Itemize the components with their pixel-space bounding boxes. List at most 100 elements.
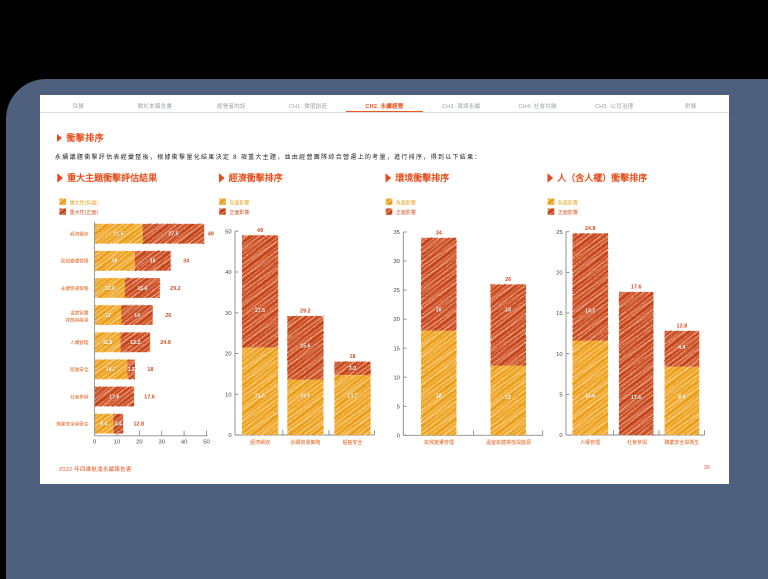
svg-text:24.8: 24.8	[160, 340, 171, 346]
svg-text:15: 15	[393, 346, 399, 352]
svg-text:18: 18	[147, 367, 153, 373]
svg-text:29.2: 29.2	[300, 309, 311, 315]
svg-text:34: 34	[436, 230, 443, 236]
svg-text:15.6: 15.6	[138, 286, 148, 292]
svg-text:重大性(負面): 重大性(負面)	[70, 199, 99, 206]
svg-text:15.6: 15.6	[137, 286, 147, 292]
svg-text:14: 14	[135, 313, 141, 319]
svg-text:17.6: 17.6	[144, 394, 155, 400]
svg-text:24.8: 24.8	[585, 226, 596, 232]
svg-text:14.7: 14.7	[347, 394, 357, 400]
svg-text:18: 18	[349, 354, 355, 360]
svg-text:3.3: 3.3	[128, 367, 135, 373]
svg-text:溫室氣體排放與能源: 溫室氣體排放與能源	[486, 439, 531, 446]
svg-text:船舶安全: 船舶安全	[70, 366, 89, 373]
svg-text:13.6: 13.6	[300, 394, 310, 400]
svg-text:5: 5	[559, 393, 562, 399]
svg-text:18: 18	[112, 259, 118, 265]
svg-text:15: 15	[556, 311, 562, 317]
svg-text:11.6: 11.6	[103, 340, 113, 346]
svg-text:12: 12	[105, 313, 111, 319]
svg-text:25: 25	[393, 288, 399, 294]
svg-text:社會參與: 社會參與	[70, 393, 89, 400]
svg-text:正面影響: 正面影響	[558, 209, 578, 216]
svg-text:負面影響: 負面影響	[396, 199, 416, 206]
svg-text:10: 10	[114, 440, 120, 446]
svg-text:18: 18	[436, 394, 442, 400]
svg-text:30: 30	[158, 440, 164, 446]
svg-text:0: 0	[228, 433, 231, 439]
svg-text:20: 20	[393, 317, 399, 323]
svg-text:18: 18	[112, 259, 118, 265]
svg-text:16: 16	[150, 259, 156, 265]
svg-text:16: 16	[436, 308, 442, 314]
svg-text:4.4: 4.4	[115, 422, 122, 428]
svg-text:社會參與: 社會參與	[627, 439, 647, 446]
svg-text:14.7: 14.7	[106, 367, 116, 373]
svg-text:負面影響: 負面影響	[229, 199, 249, 206]
svg-text:3.3: 3.3	[128, 368, 135, 374]
svg-text:8.4: 8.4	[678, 395, 685, 401]
svg-text:14.7: 14.7	[348, 394, 358, 400]
svg-text:排放與能源: 排放與能源	[66, 316, 89, 323]
svg-text:30: 30	[393, 259, 399, 265]
svg-text:12: 12	[506, 395, 512, 401]
svg-text:人權管理: 人權管理	[580, 439, 600, 446]
svg-text:15.6: 15.6	[301, 344, 311, 350]
svg-text:13.6: 13.6	[105, 286, 115, 292]
svg-text:重大主題衝擊評估結果: 重大主題衝擊評估結果	[67, 172, 158, 183]
svg-text:15.6: 15.6	[300, 344, 310, 350]
svg-text:27.5: 27.5	[256, 309, 266, 315]
svg-text:49: 49	[257, 228, 263, 234]
svg-text:人（含人權）衝擊排序: 人（含人權）衝擊排序	[556, 172, 647, 183]
svg-text:8.4: 8.4	[101, 422, 108, 428]
svg-text:重大性(正面): 重大性(正面)	[70, 209, 99, 216]
svg-text:16: 16	[436, 308, 442, 314]
svg-text:12.8: 12.8	[677, 324, 688, 330]
svg-text:人權管理: 人權管理	[70, 339, 89, 346]
svg-text:12.8: 12.8	[133, 422, 144, 428]
svg-text:氣候變遷管理: 氣候變遷管理	[424, 439, 454, 446]
svg-text:13.6: 13.6	[301, 394, 311, 400]
svg-text:27.5: 27.5	[168, 232, 178, 238]
svg-text:13.2: 13.2	[130, 340, 140, 346]
svg-text:40: 40	[225, 270, 231, 276]
svg-text:14: 14	[134, 313, 140, 319]
svg-text:30: 30	[225, 311, 231, 317]
svg-text:0: 0	[397, 433, 400, 439]
svg-text:13.2: 13.2	[585, 309, 595, 315]
svg-text:17.6: 17.6	[109, 394, 119, 400]
svg-text:21.5: 21.5	[114, 232, 124, 238]
svg-text:12: 12	[106, 313, 112, 319]
svg-text:4.4: 4.4	[115, 422, 122, 428]
svg-text:正面影響: 正面影響	[229, 209, 249, 216]
svg-text:11.6: 11.6	[586, 394, 596, 400]
svg-text:正面影響: 正面影響	[396, 209, 416, 216]
svg-text:49: 49	[208, 232, 214, 238]
svg-text:8.4: 8.4	[100, 422, 107, 428]
svg-text:27.5: 27.5	[255, 308, 265, 314]
svg-text:職業安全與衛生: 職業安全與衛生	[56, 421, 89, 428]
svg-text:10: 10	[393, 375, 399, 381]
svg-text:25: 25	[556, 230, 562, 236]
svg-text:26: 26	[165, 313, 171, 319]
svg-text:永續營運策略: 永續營運策略	[61, 285, 89, 292]
svg-text:3.3: 3.3	[349, 366, 356, 372]
svg-text:17.6: 17.6	[632, 395, 642, 401]
svg-text:12: 12	[505, 395, 511, 401]
svg-text:8.4: 8.4	[679, 395, 686, 401]
svg-text:4.4: 4.4	[679, 346, 686, 352]
svg-text:16: 16	[150, 259, 156, 265]
svg-text:永續營運策略: 永續營運策略	[290, 439, 320, 446]
svg-text:50: 50	[203, 440, 209, 446]
svg-text:11.6: 11.6	[585, 394, 595, 400]
svg-text:34: 34	[183, 259, 190, 265]
svg-text:26: 26	[505, 277, 511, 283]
svg-text:50: 50	[225, 229, 231, 235]
svg-text:20: 20	[225, 352, 231, 358]
svg-text:14: 14	[506, 308, 512, 314]
svg-text:13.2: 13.2	[586, 309, 596, 315]
svg-text:經濟衝擊排序: 經濟衝擊排序	[229, 172, 283, 183]
svg-text:經濟績效: 經濟績效	[250, 439, 270, 446]
svg-text:0: 0	[93, 440, 96, 446]
